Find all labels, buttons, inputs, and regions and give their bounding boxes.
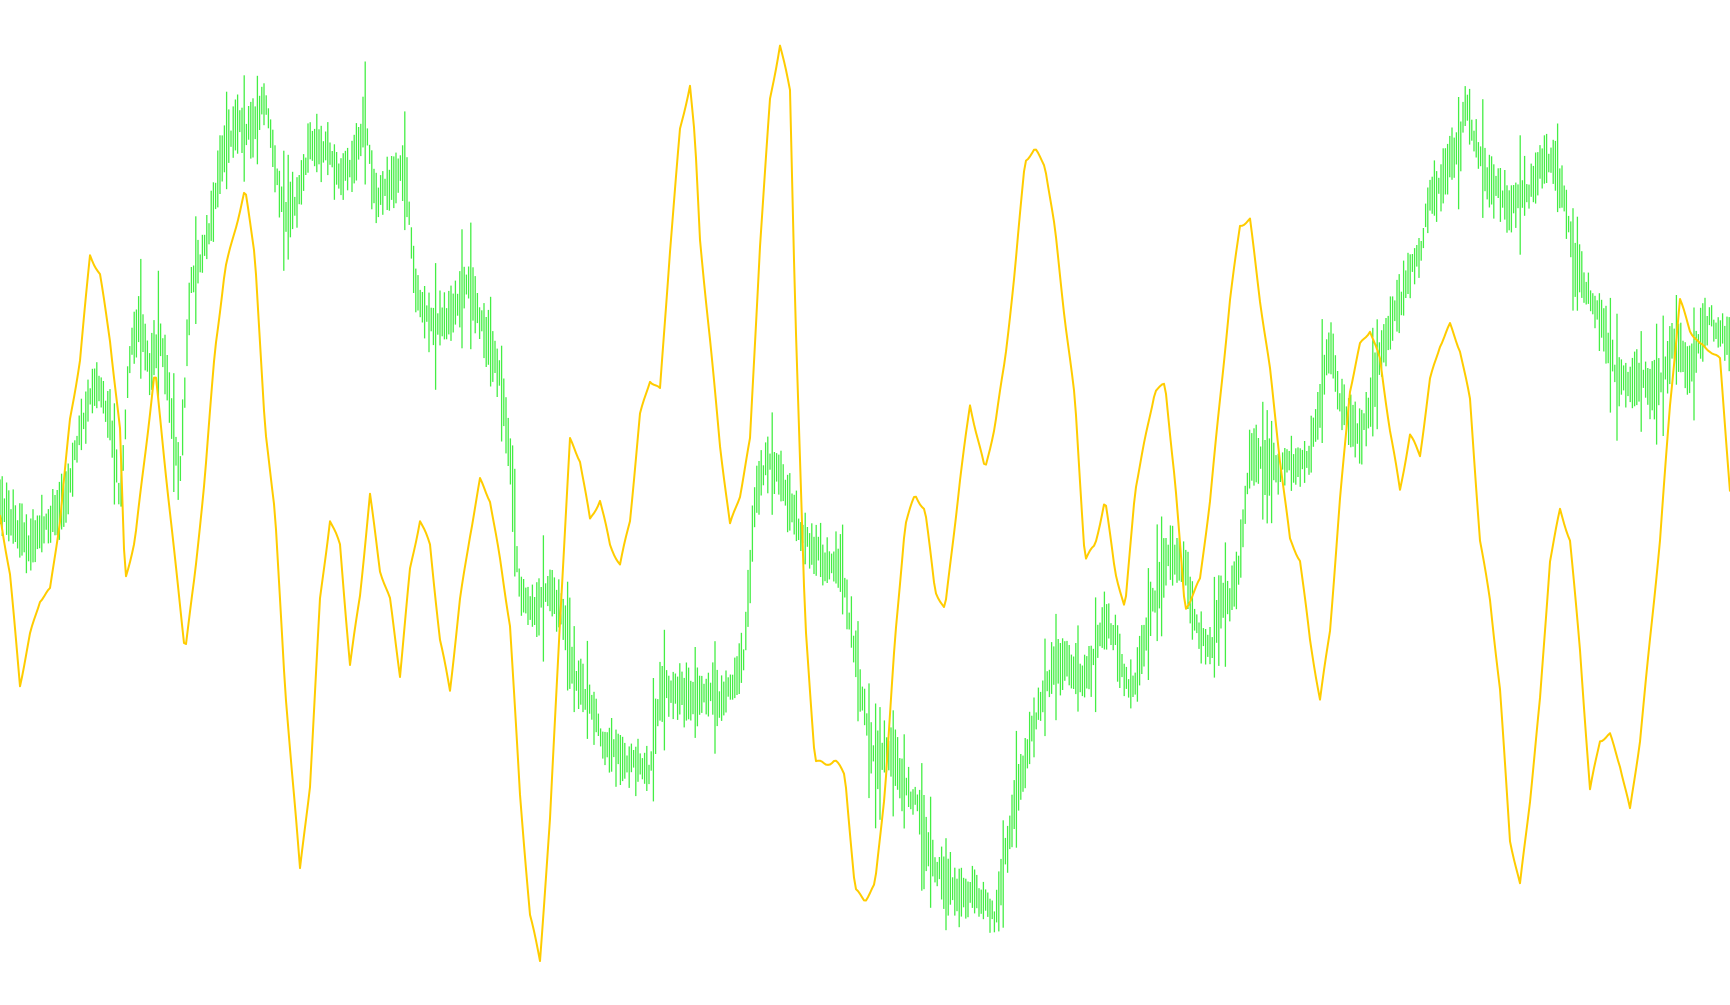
yellow-line-path xyxy=(0,44,1730,962)
series-yellow-line xyxy=(0,44,1730,962)
series-green-bars xyxy=(0,61,1730,933)
